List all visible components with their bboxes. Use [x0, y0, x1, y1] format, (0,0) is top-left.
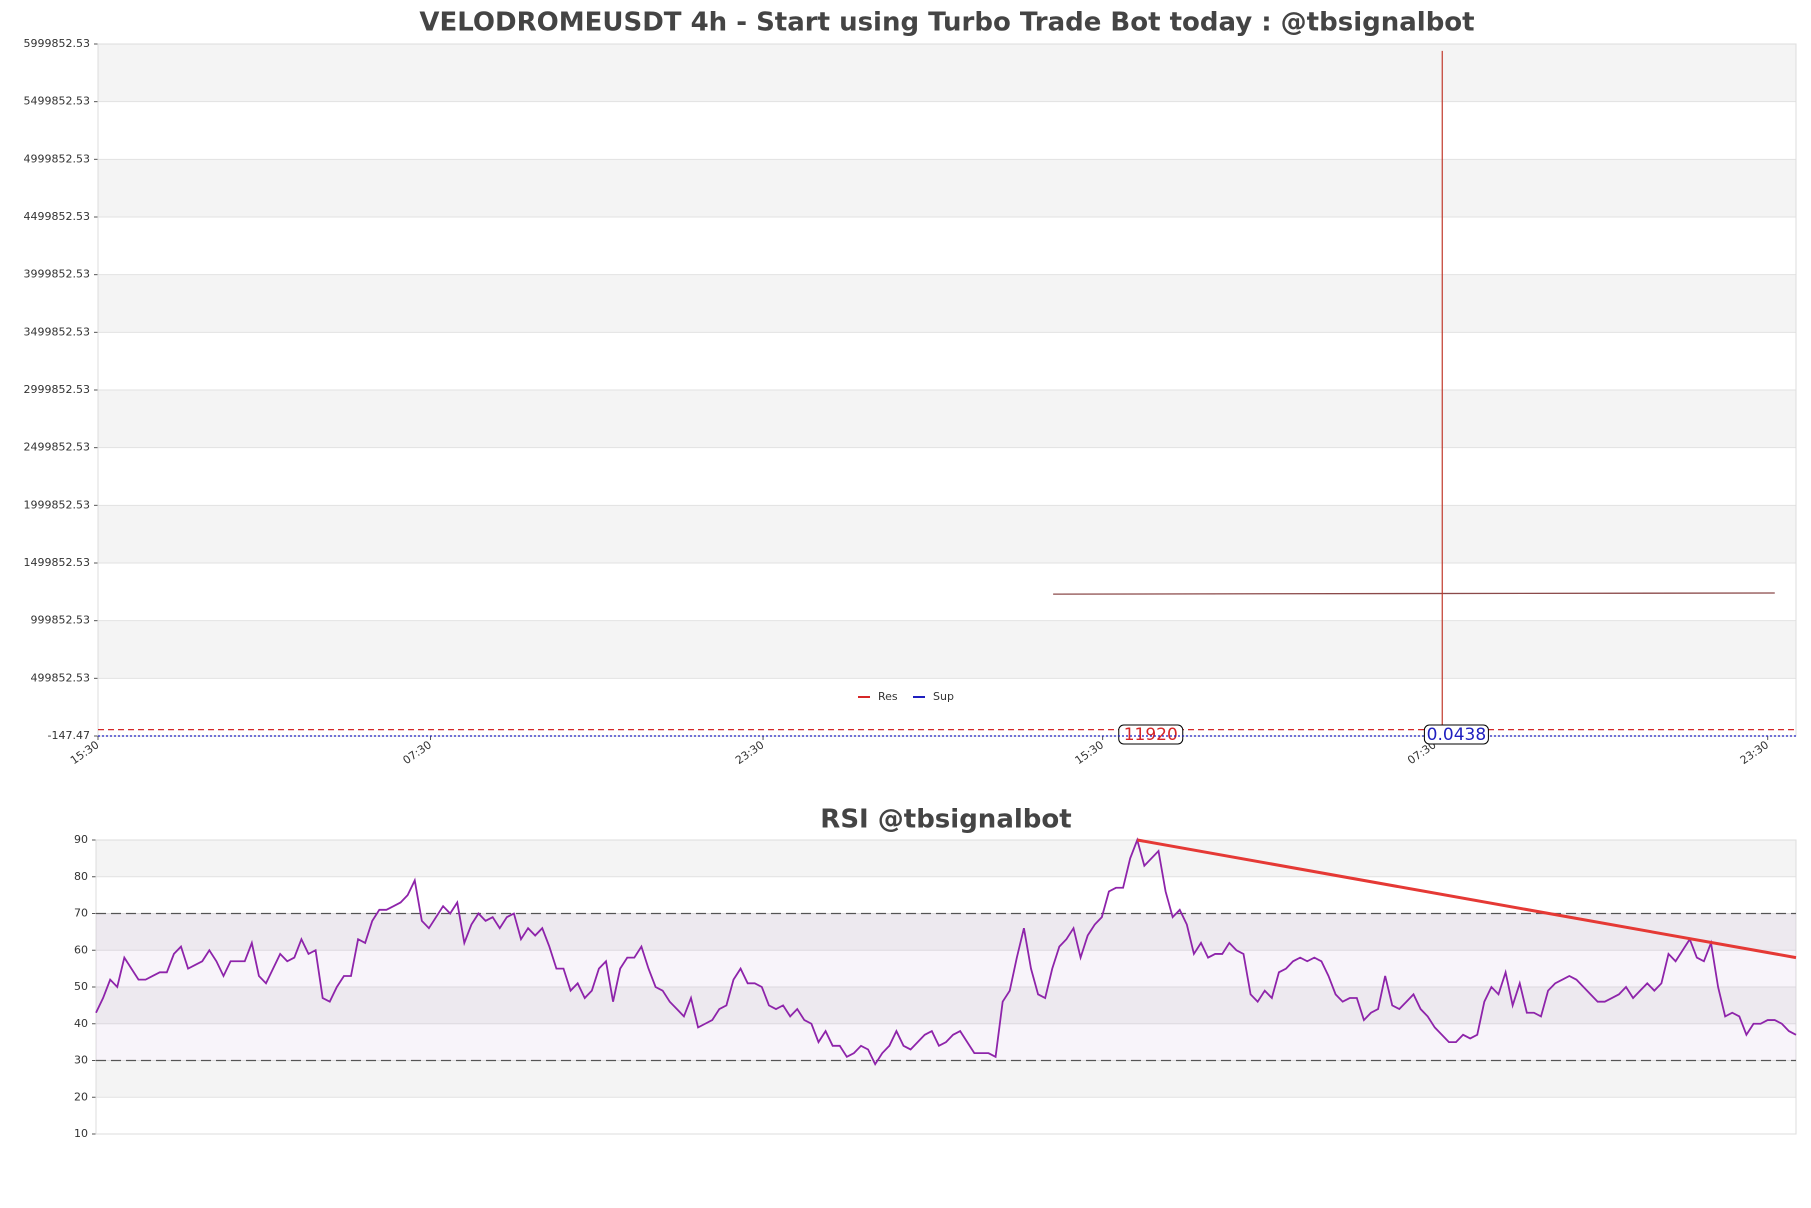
- chart-title: RSI @tbsignalbot: [820, 805, 1071, 835]
- grid-band: [98, 620, 1796, 679]
- grid-band: [98, 159, 1796, 217]
- y-tick-label: 30: [74, 1054, 88, 1067]
- y-tick-label: 2999852.53: [24, 383, 90, 396]
- grid-band: [96, 1060, 1796, 1098]
- plot-frame: [95, 839, 1797, 1135]
- value-label: 0.0438: [1427, 725, 1486, 745]
- legend-label: Res: [878, 690, 898, 703]
- grid-band: [98, 274, 1796, 333]
- grid-band: [96, 840, 1796, 877]
- y-tick-label: 2499852.53: [24, 441, 90, 454]
- rsi-line: [95, 837, 1797, 1067]
- grid-band: [98, 505, 1796, 563]
- y-tick-label: 999852.53: [31, 614, 91, 627]
- y-tick-label: 70: [74, 907, 88, 920]
- value-label-box: [1423, 724, 1489, 745]
- band-fill: [96, 913, 1796, 1061]
- y-tick-label: 1499852.53: [24, 556, 90, 569]
- y-tick-label: 499852.53: [31, 671, 91, 684]
- y-tick-label: 5999852.53: [24, 37, 90, 50]
- level-line: [1053, 592, 1775, 595]
- trend-line: [1136, 838, 1797, 960]
- y-tick-label: 60: [74, 943, 88, 956]
- chart-title: VELODROMEUSDT 4h - Start using Turbo Tra…: [419, 8, 1474, 38]
- grid-band: [98, 390, 1796, 448]
- y-tick-label: 10: [74, 1127, 88, 1140]
- y-tick-label: 3999852.53: [24, 268, 90, 281]
- grid-band: [98, 44, 1796, 102]
- y-tick-label: 3499852.53: [24, 325, 90, 338]
- legend-label: Sup: [933, 690, 954, 703]
- y-tick-label: 4999852.53: [24, 152, 90, 165]
- y-tick-label: -147.47: [48, 729, 90, 742]
- y-tick-label: 50: [74, 980, 88, 993]
- y-tick-label: 80: [74, 870, 88, 883]
- y-tick-label: 40: [74, 1017, 88, 1030]
- y-tick-label: 20: [74, 1090, 88, 1103]
- value-label-box: [1118, 724, 1184, 745]
- y-tick-label: 90: [74, 833, 88, 846]
- y-tick-label: 5499852.53: [24, 95, 90, 108]
- grid-band: [96, 913, 1796, 951]
- y-tick-label: 4499852.53: [24, 210, 90, 223]
- value-label: 11920: [1124, 725, 1178, 745]
- y-tick-label: 1999852.53: [24, 498, 90, 511]
